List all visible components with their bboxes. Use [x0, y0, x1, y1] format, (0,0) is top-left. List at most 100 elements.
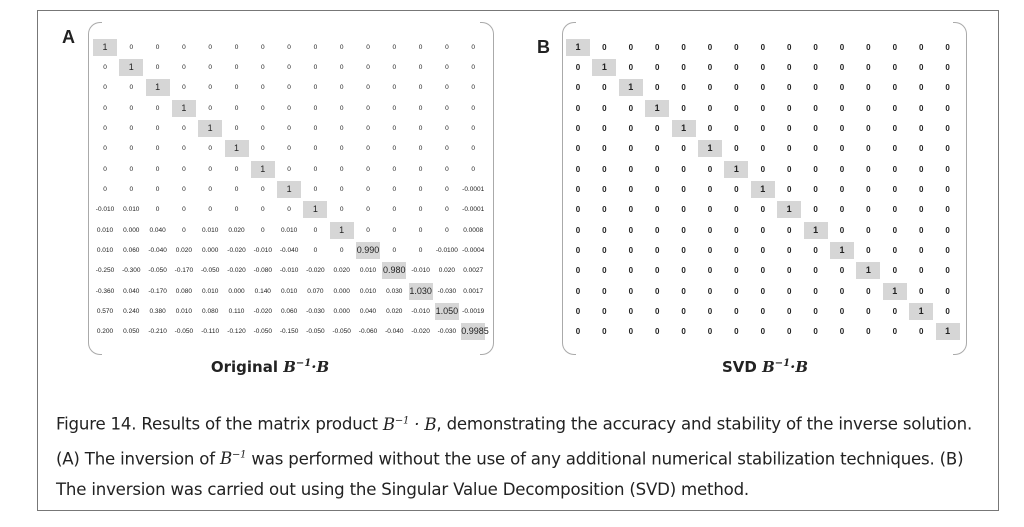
matrix-cell: 0 — [103, 124, 107, 132]
matrix-cell: 0 — [786, 246, 792, 255]
matrix-cell: 0 — [260, 84, 265, 92]
matrix-cell: 0 — [602, 205, 607, 215]
matrix-cell: 1 — [198, 119, 223, 137]
matrix-cell: 0.000 — [333, 287, 350, 295]
matrix-cell: 0 — [445, 165, 449, 173]
matrix-cell: 0.140 — [254, 287, 271, 295]
matrix-cell: 0.010 — [202, 226, 219, 234]
matrix-cell: 0 — [471, 43, 475, 51]
matrix-cell: -0.030 — [437, 328, 457, 336]
matrix-cell: 0 — [654, 164, 660, 174]
matrix-cell: 0 — [813, 144, 818, 154]
matrix-cell: 0 — [313, 104, 318, 112]
matrix-cell: 0 — [129, 43, 134, 51]
matrix-cell: 0 — [786, 103, 792, 113]
matrix-cell: 0 — [945, 83, 950, 93]
matrix-cell: 0 — [734, 246, 739, 255]
matrix-cell: 0 — [182, 145, 186, 153]
math-sup: −1 — [295, 358, 312, 369]
matrix-cell: 1 — [698, 140, 722, 158]
matrix-cell: 0 — [339, 185, 344, 193]
matrix-cell: 0 — [786, 184, 792, 194]
matrix-cell: 0 — [866, 103, 871, 113]
matrix-cell: 0 — [287, 145, 291, 153]
matrix-cell: 0 — [945, 123, 950, 133]
matrix-cell: 0 — [628, 184, 634, 194]
matrix-cell: 0 — [918, 83, 924, 93]
matrix-cell: 0 — [707, 164, 713, 174]
matrix-cell: 0 — [681, 307, 686, 317]
matrix-cell: 0 — [602, 42, 607, 52]
matrix-cell: 0 — [287, 63, 291, 71]
matrix-cell: -0.170 — [174, 267, 194, 275]
matrix-cell: 0 — [602, 123, 607, 133]
matrix-cell: 0 — [945, 225, 950, 235]
matrix-cell: 0 — [918, 103, 924, 113]
matrix-cell: 0 — [575, 164, 581, 174]
matrix-cell: 0 — [892, 62, 898, 72]
matrix-cell: 0 — [418, 104, 423, 112]
matrix-cell: 0 — [392, 145, 397, 153]
matrix-cell: 0 — [813, 123, 818, 133]
matrix-cell: 0 — [602, 225, 607, 235]
matrix-cell: 1 — [803, 221, 828, 239]
matrix-cell: 0 — [129, 185, 134, 193]
matrix-cell: 0 — [866, 307, 871, 317]
matrix-cell: 0 — [103, 145, 107, 153]
matrix-cell: 0 — [418, 226, 423, 234]
matrix-cell: 0 — [366, 165, 370, 173]
matrix-cell: 0 — [654, 225, 660, 235]
matrix-cell: 0 — [866, 327, 871, 337]
matrix-cell: 0 — [445, 185, 449, 193]
matrix-cell: 0 — [866, 225, 871, 235]
matrix-cell: 0 — [628, 246, 634, 255]
matrix-cell: 0 — [681, 266, 686, 276]
matrix-cell: 0 — [445, 63, 449, 71]
matrix-cell: 1 — [119, 58, 144, 76]
matrix-cell: 0 — [866, 205, 871, 215]
matrix-cell: 0 — [628, 103, 634, 113]
matrix-cell: 0 — [418, 63, 423, 71]
matrix-cell: 0 — [839, 184, 845, 194]
matrix-cell: 0 — [575, 266, 581, 276]
matrix-cell: 0 — [392, 63, 397, 71]
matrix-cell: 0 — [654, 42, 660, 52]
matrix-cell: 0 — [734, 286, 739, 296]
matrix-cell: 0.080 — [175, 287, 193, 295]
matrix-cell: -0.0001 — [462, 206, 485, 214]
matrix-cell: 0.000 — [123, 226, 140, 234]
matrix-cell: -0.050 — [174, 328, 194, 336]
matrix-cell: 0 — [602, 286, 607, 296]
matrix-cell: 0 — [707, 225, 713, 235]
matrix-cell: 0 — [418, 206, 423, 214]
matrix-cell: 0 — [892, 205, 898, 215]
matrix-cell: 0 — [892, 184, 898, 194]
matrix-cell: 0 — [945, 286, 950, 296]
math-rhs: B — [424, 414, 437, 434]
matrix-cell: 0 — [786, 164, 792, 174]
figure-frame — [37, 10, 999, 511]
math: B−1 · B — [383, 415, 437, 434]
matrix-cell: 0 — [813, 62, 818, 72]
matrix-cell: 0 — [575, 225, 581, 235]
matrix-cell: -0.0019 — [462, 308, 485, 316]
matrix-cell: 0 — [681, 246, 686, 255]
matrix-cell: 0 — [602, 246, 607, 255]
matrix-cell: 0 — [760, 103, 766, 113]
matrix-cell: 1 — [329, 221, 354, 239]
matrix-cell: 0 — [339, 145, 344, 153]
math: B−1·B — [762, 358, 808, 376]
matrix-cell: 0 — [445, 145, 449, 153]
matrix-cell: 0 — [155, 63, 160, 71]
matrix-cell: -0.110 — [201, 328, 220, 336]
matrix-cell: 0 — [760, 205, 766, 215]
matrix-cell: 0 — [575, 123, 581, 133]
matrix-cell: 0 — [445, 226, 449, 234]
matrix-cell: 1 — [618, 79, 643, 97]
math-base: B — [283, 358, 296, 376]
matrix-cell: 0 — [260, 124, 265, 132]
matrix-cell: 0.010 — [202, 287, 219, 295]
matrix-cell: 0.110 — [228, 308, 245, 316]
matrix-cell: 0 — [707, 327, 713, 337]
matrix-cell: 0.0008 — [463, 226, 484, 234]
